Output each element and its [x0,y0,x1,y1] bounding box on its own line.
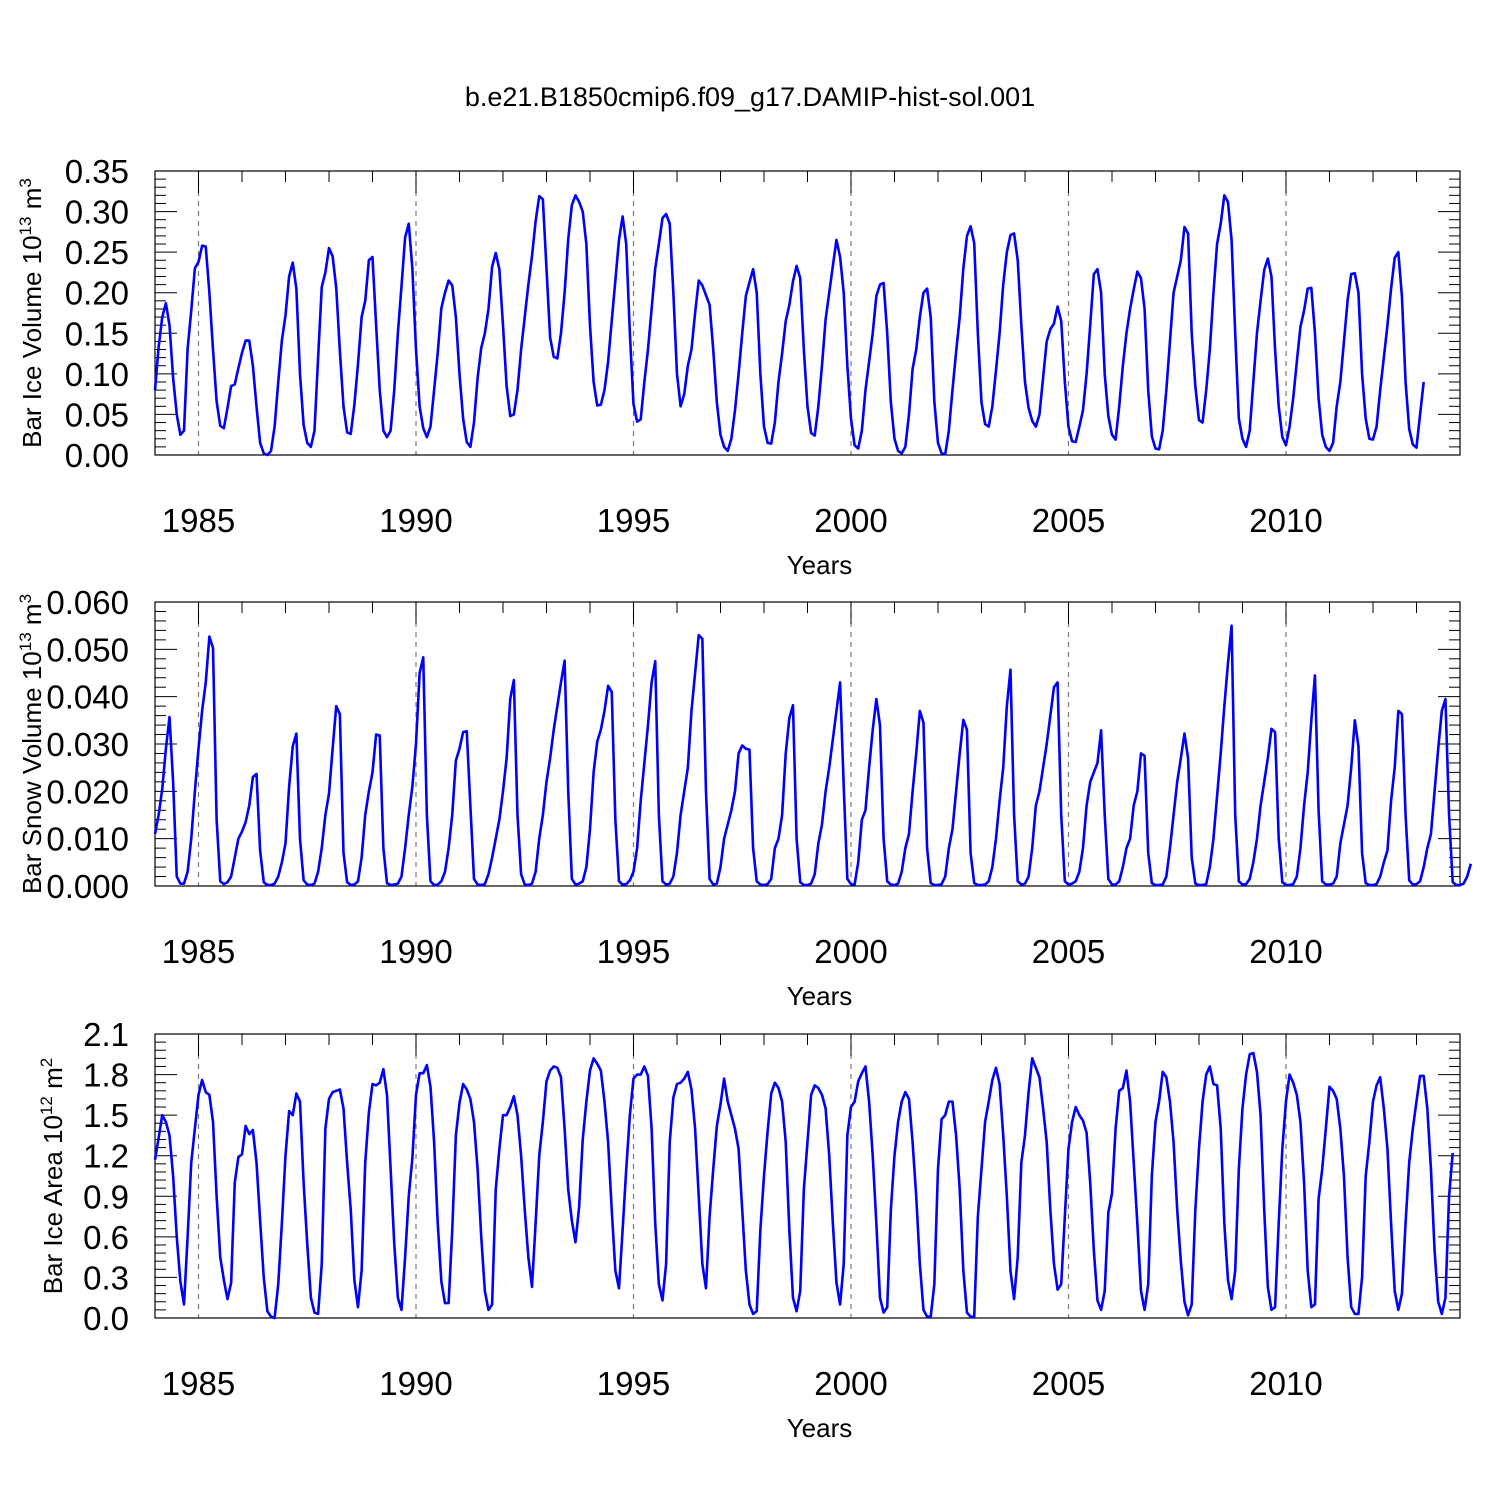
x-tick-label: 1995 [597,933,670,970]
y-axis-title-unit-exp: 3 [16,594,35,603]
y-tick-label: 0.020 [46,773,129,810]
plot-frame [154,601,1461,887]
x-tick-label: 1995 [597,502,670,539]
y-tick-label: 0.10 [65,356,129,393]
x-axis-title: Years [787,981,853,1011]
y-tick-label: 0.30 [65,194,129,231]
x-tick-label: 1985 [162,502,235,539]
x-tick-label: 2000 [814,502,887,539]
figure-title: b.e21.B1850cmip6.f09_g17.DAMIP-hist-sol.… [465,82,1035,112]
x-tick-label: 2005 [1032,1365,1105,1402]
y-axis-title: Bar Ice Volume 1013 m3 [16,178,47,448]
y-axis-title: Bar Snow Volume 1013 m3 [16,594,47,894]
y-tick-label: 2.1 [83,1016,129,1053]
x-tick-label: 1990 [379,1365,452,1402]
panel-3: 0.0 0.30.6 0.91.2 1.51.8 2.1 1985 1990 1995 2000… [37,1016,1461,1443]
y-tick-label: 0.05 [65,396,129,433]
x-tick-label: 1985 [162,1365,235,1402]
x-tick-label: 2000 [814,1365,887,1402]
x-tick-label: 2000 [814,933,887,970]
x-tick-label: 2005 [1032,502,1105,539]
x-tick-label: 1985 [162,933,235,970]
y-tick-label: 0.030 [46,726,129,763]
series-line [153,1051,1454,1320]
y-axis-title-unit: m [17,188,47,217]
y-axis-title-unit-exp: 2 [37,1058,56,1067]
x-axis-title: Years [787,1413,853,1443]
y-axis-title-unit: m [38,1067,68,1096]
y-axis-title-main: Bar Ice Area 10 [38,1115,68,1294]
panel-1: 0.00 0.050.10 0.150.20 0.250.30 0.35 1985 1990… [16,153,1461,580]
y-tick-label: 0.0 [83,1300,129,1337]
y-axis-title-unit: m [17,603,47,632]
y-tick-label: 0.3 [83,1259,129,1296]
plot-frame [154,1033,1461,1319]
panels: 0.00 0.050.10 0.150.20 0.250.30 0.35 1985 1990… [16,153,1473,1443]
x-tick-label: 1990 [379,502,452,539]
y-axis-title-exp: 13 [16,632,35,651]
series-line [153,624,1473,887]
y-axis-title-unit-exp: 3 [16,178,35,187]
y-tick-label: 0.6 [83,1219,129,1256]
x-tick-label: 2010 [1249,1365,1322,1402]
y-tick-label: 0.15 [65,315,129,352]
y-tick-label: 1.2 [83,1138,129,1175]
y-axis-title-exp: 13 [16,216,35,235]
y-axis-title: Bar Ice Area 1012 m2 [37,1058,68,1295]
y-tick-label: 0.25 [65,234,129,271]
y-tick-label: 0.000 [46,868,129,905]
x-tick-label: 2010 [1249,502,1322,539]
y-axis-title-exp: 12 [37,1096,56,1115]
x-axis-title: Years [787,550,853,580]
y-tick-label: 0.9 [83,1178,129,1215]
y-tick-label: 0.050 [46,631,129,668]
y-tick-label: 1.5 [83,1097,129,1134]
y-tick-label: 0.35 [65,153,129,190]
y-tick-label: 0.20 [65,275,129,312]
x-tick-label: 2010 [1249,933,1322,970]
y-axis-title-main: Bar Snow Volume 10 [17,651,47,894]
y-tick-label: 0.060 [46,584,129,621]
x-tick-label: 2005 [1032,933,1105,970]
y-tick-label: 0.040 [46,679,129,716]
x-tick-label: 1990 [379,933,452,970]
series-line [153,194,1425,457]
y-tick-label: 0.010 [46,821,129,858]
y-tick-label: 1.8 [83,1057,129,1094]
panel-2: 0.000 0.010 0.020 0.030 0.040 0.050 0.060 1985 1… [16,584,1473,1011]
y-axis-title-main: Bar Ice Volume 10 [17,235,47,447]
x-tick-label: 1995 [597,1365,670,1402]
y-tick-label: 0.00 [65,437,129,474]
